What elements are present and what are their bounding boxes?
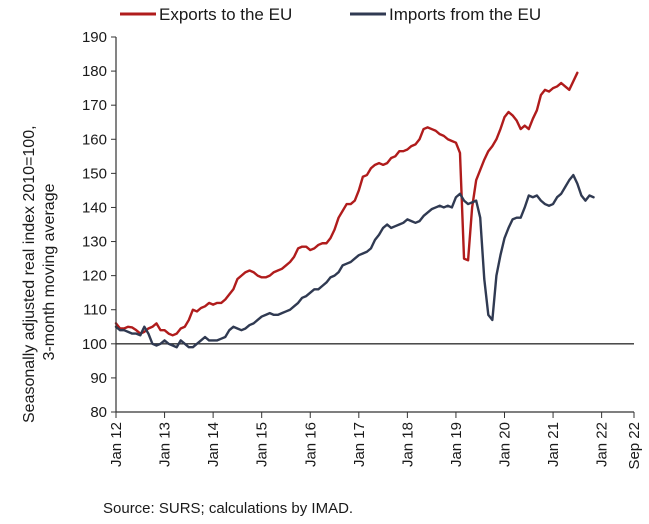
legend: Exports to the EU Imports from the EU <box>120 5 541 24</box>
y-tick-label: 120 <box>82 268 107 285</box>
x-tick-label: Jan 18 <box>399 422 416 467</box>
x-tick-label: Jan 16 <box>302 422 319 467</box>
y-tick-label: 80 <box>90 404 107 421</box>
y-tick-label: 140 <box>82 199 107 216</box>
series-line-1 <box>114 71 579 337</box>
x-tick-label: Jan 12 <box>108 422 125 467</box>
y-axis-ticks: 80 90 100 110 120 130 140 150 160 170 180 190 <box>82 29 116 421</box>
legend-label-2: Imports from the EU <box>389 5 541 24</box>
y-tick-label: 150 <box>82 165 107 182</box>
x-tick-label: Jan 14 <box>205 422 222 467</box>
x-tick-label: Sep 22 <box>626 422 643 470</box>
y-tick-label: 180 <box>82 63 107 80</box>
y-axis-label-line-1: Seasonally adjusted real index 2010=100, <box>21 125 38 423</box>
series-lines <box>114 71 595 349</box>
x-axis-ticks: Jan 12 Jan 13 Jan 14 Jan 15 Jan 16 Jan 17 Jan … <box>108 412 643 470</box>
x-tick-label: Jan 17 <box>351 422 368 467</box>
y-tick-label: 190 <box>82 29 107 46</box>
x-tick-label: Jan 15 <box>254 422 271 467</box>
y-tick-label: 130 <box>82 234 107 251</box>
y-axis-label: Seasonally adjusted real index 2010=100,… <box>21 121 58 423</box>
x-tick-label: Jan 21 <box>545 422 562 467</box>
y-axis-label-line-2: 3-month moving average <box>41 183 58 360</box>
y-tick-label: 90 <box>90 370 107 387</box>
axes <box>115 37 634 413</box>
y-tick-label: 170 <box>82 97 107 114</box>
series-line-2 <box>114 173 595 349</box>
x-tick-label: Jan 13 <box>157 422 174 467</box>
y-tick-label: 160 <box>82 131 107 148</box>
source-note: Source: SURS; calculations by IMAD. <box>103 500 354 517</box>
y-tick-label: 100 <box>82 336 107 353</box>
x-tick-label: Jan 20 <box>497 422 514 467</box>
x-tick-label: Jan 19 <box>448 422 465 467</box>
x-tick-label: Jan 22 <box>594 422 611 467</box>
legend-label-1: Exports to the EU <box>159 5 292 24</box>
y-tick-label: 110 <box>83 302 107 319</box>
